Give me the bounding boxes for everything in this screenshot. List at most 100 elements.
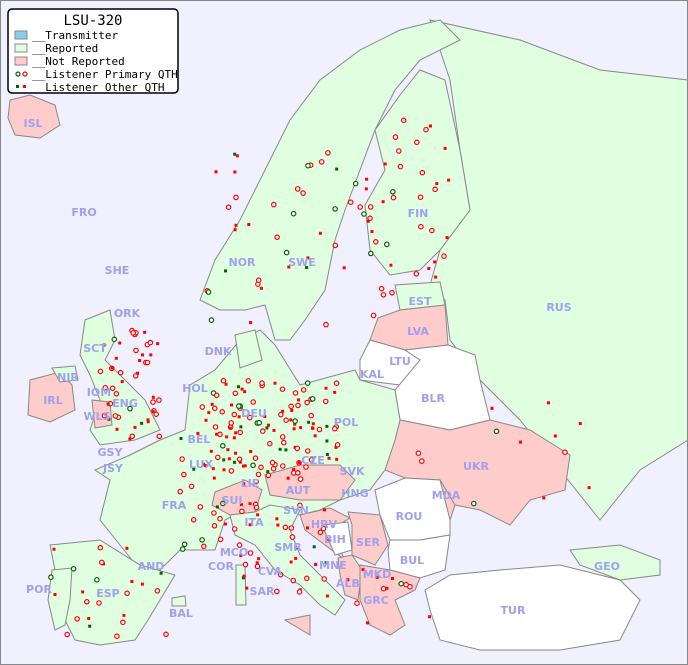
listener-primary-qth-marker — [133, 373, 139, 379]
country-label-gsy: GSY — [98, 446, 124, 459]
listener-primary-qth-marker — [295, 402, 301, 409]
primary-qth-green-icon — [15, 71, 21, 77]
listener-other-qth-marker — [272, 428, 276, 432]
country-label-aut: AUT — [286, 484, 311, 497]
listener-other-qth-marker — [318, 231, 322, 235]
listener-other-qth-marker — [255, 561, 259, 565]
listener-primary-qth-marker — [398, 580, 405, 587]
listener-other-qth-marker — [273, 381, 277, 385]
country-label-deu: DEU — [241, 407, 267, 420]
listener-primary-qth-marker — [205, 289, 212, 295]
listener-primary-qth-marker — [270, 201, 277, 208]
listener-other-qth-marker — [196, 431, 200, 435]
listener-primary-qth-marker — [114, 633, 120, 640]
listener-primary-qth-marker — [413, 139, 420, 146]
listener-other-qth-marker — [140, 582, 144, 586]
listener-other-qth-marker — [138, 359, 142, 362]
listener-primary-qth-marker — [258, 464, 264, 471]
listener-other-qth-marker — [287, 265, 291, 269]
country-label-ser: SER — [356, 536, 380, 549]
listener-other-qth-marker — [435, 182, 439, 186]
listener-primary-qth-marker — [354, 600, 360, 607]
listener-primary-qth-marker — [493, 428, 500, 435]
listener-primary-qth-marker — [197, 504, 204, 510]
listener-other-qth-marker — [389, 263, 393, 267]
legend-title: LSU-320 — [63, 13, 122, 29]
country-tur — [424, 564, 641, 651]
listener-primary-qth-marker — [111, 336, 118, 343]
other-qth-green-icon — [16, 85, 19, 88]
listener-other-qth-marker — [542, 496, 546, 500]
listener-primary-qth-marker — [94, 576, 100, 583]
listener-primary-qth-marker — [332, 242, 339, 249]
listener-other-qth-marker — [249, 450, 253, 453]
country-label-grc: GRC — [363, 594, 389, 607]
listener-primary-qth-marker — [199, 537, 205, 543]
listener-other-qth-marker — [365, 177, 369, 181]
listener-other-qth-marker — [256, 513, 260, 517]
other-qth-red-icon — [23, 85, 26, 88]
country-label-geo: GEO — [594, 560, 620, 573]
legend-not-reported: __Not Reported — [32, 55, 125, 68]
country-label-svk: SVK — [340, 465, 365, 478]
listener-primary-qth-marker — [255, 471, 262, 478]
country-label-hol: HOL — [182, 382, 208, 395]
listener-primary-qth-marker — [279, 386, 286, 393]
listener-primary-qth-marker — [417, 194, 424, 201]
listener-other-qth-marker — [294, 546, 298, 550]
listener-other-qth-marker — [151, 410, 155, 414]
listener-other-qth-marker — [375, 575, 379, 579]
country-label-kal: KAL — [360, 368, 384, 381]
listener-other-qth-marker — [447, 178, 451, 182]
listener-other-qth-marker — [110, 366, 114, 370]
listener-other-qth-marker — [334, 445, 338, 449]
listener-primary-qth-marker — [190, 516, 197, 523]
listener-primary-qth-marker — [270, 465, 277, 472]
listener-other-qth-marker — [210, 402, 214, 406]
country-label-svn: SVN — [283, 504, 309, 517]
country-label-fra: FRA — [162, 499, 187, 512]
listener-other-qth-marker — [237, 415, 241, 419]
country-label-ukr: UKR — [463, 460, 489, 473]
listener-other-qth-marker — [120, 380, 124, 384]
listener-primary-qth-marker — [84, 598, 90, 605]
listener-other-qth-marker — [239, 554, 243, 558]
listener-other-qth-marker — [234, 223, 238, 227]
listener-primary-qth-marker — [181, 541, 188, 548]
listener-primary-qth-marker — [372, 239, 379, 245]
listener-other-qth-marker — [433, 260, 437, 264]
listener-other-qth-marker — [281, 409, 285, 413]
country-label-ita: ITA — [244, 516, 264, 529]
not-reported-swatch — [14, 56, 28, 66]
country-label-fro: FRO — [71, 206, 96, 219]
country-label-bih: BIH — [324, 533, 346, 546]
listener-other-qth-marker — [292, 468, 296, 471]
country-label-por: POR — [26, 583, 52, 596]
country-nor-swe — [199, 19, 461, 341]
country-label-irl: IRL — [43, 394, 63, 407]
listener-other-qth-marker — [235, 154, 239, 158]
listener-primary-qth-marker — [129, 433, 136, 440]
listener-primary-qth-marker — [400, 117, 407, 124]
listener-primary-qth-marker — [279, 463, 286, 469]
listener-other-qth-marker — [445, 236, 449, 240]
country-geo — [569, 544, 661, 581]
listener-other-qth-marker — [385, 586, 389, 590]
listener-other-qth-marker — [267, 423, 270, 427]
listener-other-qth-marker — [434, 275, 438, 279]
country-label-lux: LUX — [189, 458, 214, 471]
listener-primary-qth-marker — [357, 204, 364, 210]
listener-other-qth-marker — [52, 547, 56, 551]
country-label-nor: NOR — [228, 256, 256, 269]
listener-other-qth-marker — [156, 342, 160, 346]
country-label-tur: TUR — [501, 604, 526, 617]
listener-other-qth-marker — [294, 556, 298, 560]
listener-primary-qth-marker — [112, 413, 119, 419]
listener-other-qth-marker — [242, 482, 246, 486]
listener-other-qth-marker — [342, 266, 346, 270]
listener-primary-qth-marker — [370, 312, 377, 319]
listener-primary-qth-marker — [323, 321, 329, 328]
country-label-smr: SMR — [274, 541, 302, 554]
listener-primary-qth-marker — [380, 291, 387, 298]
